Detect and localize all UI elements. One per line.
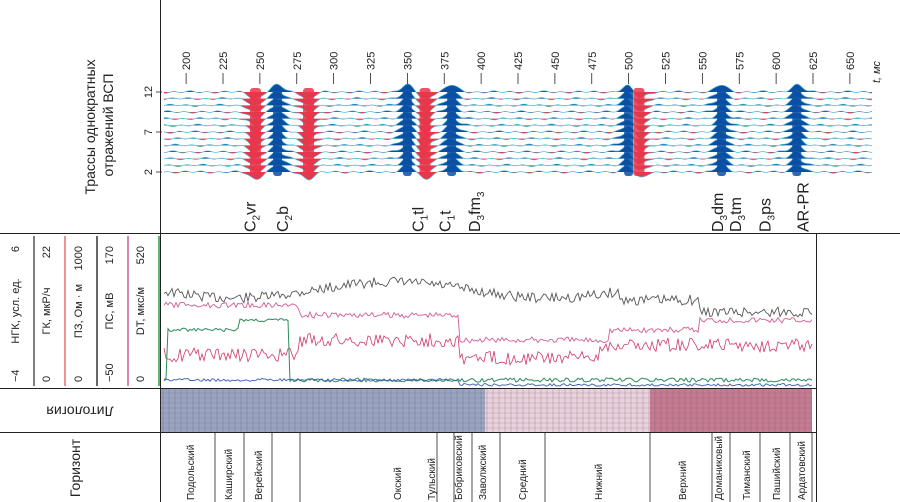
time-tick-label: 475 [587, 52, 599, 70]
vsp-traces [163, 83, 873, 181]
log-scale-max: 520 [135, 246, 147, 264]
horizon-label: D3dm [710, 193, 730, 232]
horizon-unit-name: Верейский [254, 451, 265, 501]
time-tick-label: 625 [808, 52, 820, 70]
time-tick-label: 650 [845, 52, 857, 70]
horizon-unit-name: Подольский [186, 445, 197, 500]
horizon-unit-name: Верхний [678, 461, 689, 500]
time-axis-ticks: 200 225 250 275 300 325 350 375 400 425 450 475 500 5… [181, 52, 857, 84]
log-scale-min: −50 [104, 363, 116, 382]
vsp-axis-title-line-2: отражений ВСП [100, 74, 116, 177]
horizon-label: C2vr [243, 201, 263, 232]
log-scale-max: 170 [104, 246, 116, 264]
log-curve [163, 318, 813, 383]
time-tick-label: 525 [661, 52, 673, 70]
lithology-label: Литология [46, 403, 113, 419]
log-curve-name: DT, мкс/м [135, 287, 147, 335]
log-curve-name: ГК, мкР/ч [41, 288, 53, 335]
reflection-event [402, 88, 412, 176]
horizon-unit-name: Тиманский [742, 450, 753, 500]
horizon-label: C1t [437, 210, 457, 232]
time-tick-label: 500 [624, 52, 636, 70]
vsp-axis-title-line-1: Трассы однократных [82, 59, 98, 194]
horizon-column-title: Горизонт [67, 438, 83, 497]
horizon-unit-name: Окский [393, 467, 404, 500]
horizon-unit-name: Бобриковский [453, 435, 465, 500]
log-curve [163, 300, 813, 344]
time-tick-label: 275 [292, 52, 304, 70]
horizon-unit-name: Ардатовский [797, 441, 808, 500]
time-tick-label: 200 [181, 52, 193, 70]
time-tick-label: 575 [734, 52, 746, 70]
reflection-event [633, 88, 645, 176]
horizon-unit-name: Доманиковый [714, 436, 725, 500]
log-scale-min: 0 [135, 376, 147, 382]
horizon-label: D3fm3 [467, 191, 487, 232]
time-tick-label: 350 [402, 52, 414, 70]
reflection-event [447, 88, 457, 176]
time-tick-label: 600 [771, 52, 783, 70]
trace-line [163, 83, 873, 100]
horizon-unit-name: Нижний [594, 464, 605, 500]
time-tick-label: 225 [218, 52, 230, 70]
reflection-event [303, 88, 315, 176]
reflection-event [792, 88, 802, 176]
log-scale-max: 6 [10, 246, 22, 252]
reflection-event [717, 88, 727, 176]
lithology-column [161, 389, 812, 432]
time-tick-label: 400 [476, 52, 488, 70]
horizon-label: C2b [275, 206, 295, 232]
time-tick-label: 325 [366, 52, 378, 70]
well-log-curves [163, 276, 813, 387]
log-curve-name: НГК, усл. ед. [10, 278, 22, 343]
time-tick-label: 375 [439, 52, 451, 70]
horizon-unit-name: Пашийский [772, 448, 783, 501]
trace-tick-label: 12 [143, 86, 155, 98]
horizon-units: Подольский Каширский Верейский Окский Тульск… [186, 432, 813, 502]
time-axis-unit-label: t, мс [871, 60, 883, 83]
log-scale-max: 22 [41, 246, 53, 258]
lithology-segment [161, 389, 485, 432]
lithology-segment [485, 389, 650, 432]
vsp-panel: Трассы однократных отражений ВСП 12 7 2 20… [82, 52, 883, 232]
log-header: −4 6 НГК, усл. ед. 0 22 ГК, мкР/ч 0 1000 ПЗ, Ом … [10, 236, 160, 386]
log-scale-max: 1000 [73, 246, 85, 270]
trace-negative-fill [164, 172, 872, 180]
reflection-event [419, 88, 431, 176]
trace-axis-ticks: 12 7 2 [143, 86, 162, 175]
vsp-axis-title: Трассы однократных отражений ВСП [82, 56, 116, 195]
log-curve-name: ПЗ, Ом · м [73, 284, 85, 338]
horizon-unit-name: Каширский [224, 449, 235, 500]
horizon-unit-name: Средний [518, 459, 529, 500]
horizon-unit-name: Тульский [427, 458, 438, 500]
lithology-segment [650, 389, 812, 432]
reflection-event [273, 88, 283, 176]
time-tick-label: 550 [697, 52, 709, 70]
trace-tick-label: 7 [143, 129, 155, 135]
horizon-label: AR-PR [796, 182, 813, 232]
reflection-event [624, 88, 634, 176]
time-tick-label: 250 [255, 52, 267, 70]
log-scale-min: 0 [73, 376, 85, 382]
log-curve [163, 332, 813, 367]
horizon-unit-name: Заволжский [478, 445, 489, 500]
time-tick-label: 300 [329, 52, 341, 70]
horizon-label: D3ps [757, 198, 777, 232]
time-tick-label: 450 [550, 52, 562, 70]
log-curve-name: ПС, мВ [104, 293, 116, 330]
log-scale-min: 0 [41, 376, 53, 382]
time-tick-label: 425 [513, 52, 525, 70]
reflection-event [249, 88, 261, 176]
trace-tick-label: 2 [143, 169, 155, 175]
horizon-label: D3tm [728, 197, 748, 232]
log-scale-min: −4 [10, 369, 22, 382]
log-curve [163, 377, 813, 387]
horizon-label: C1tl [411, 207, 431, 232]
log-curve [163, 276, 813, 318]
